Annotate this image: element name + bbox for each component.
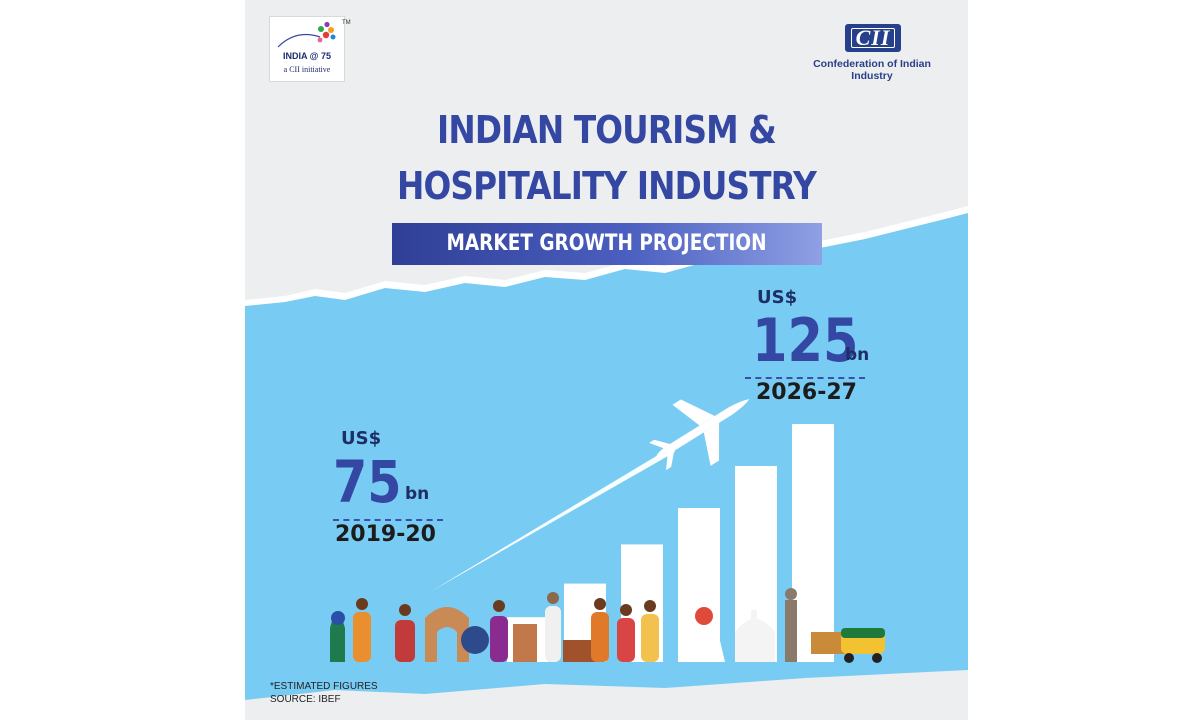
title-line-1: INDIAN TOURISM & — [437, 108, 777, 152]
stat-2019-value: 75 — [333, 448, 402, 516]
growth-bar-6 — [792, 424, 834, 662]
trademark-mark: TM — [342, 20, 351, 26]
stat-2019-currency: US$ — [341, 428, 382, 449]
stat-2026-currency: US$ — [757, 287, 798, 308]
infographic-poster: INDIA @ 75 a CII initiative TM CII Confe… — [245, 0, 968, 720]
stat-2019-year: 2019-20 — [335, 522, 436, 547]
airplane-trail — [430, 446, 675, 592]
cii-full-name: Confederation of Indian Industry — [813, 58, 931, 82]
airplane-icon — [649, 399, 750, 471]
subtitle-banner: MARKET GROWTH PROJECTION — [392, 223, 822, 265]
stat-2026-year: 2026-27 — [756, 380, 857, 405]
india-at-75-text: INDIA @ 75 — [283, 51, 331, 61]
stat-2026-unit: bn — [845, 345, 870, 365]
title-line-2: HOSPITALITY INDUSTRY — [396, 164, 817, 208]
cii-logo: CII — [845, 24, 901, 52]
estimated-figures-note: *ESTIMATED FIGURES — [270, 681, 378, 692]
footnote: *ESTIMATED FIGURES SOURCE: IBEF — [270, 680, 378, 706]
bird-icon — [742, 495, 766, 522]
cultural-figures-strip — [330, 588, 885, 663]
india-at-75-emblem-icon — [277, 21, 336, 48]
stat-2026-value: 125 — [752, 306, 859, 376]
stat-2019-unit: bn — [405, 484, 430, 504]
stat-2026-divider — [745, 377, 865, 379]
india-at-75-logo: INDIA @ 75 a CII initiative — [269, 16, 345, 82]
subtitle-text: MARKET GROWTH PROJECTION — [446, 231, 768, 256]
cii-initiative-text: a CII initiative — [283, 65, 331, 74]
growth-graphic — [330, 399, 885, 663]
stat-2019-divider — [333, 519, 443, 521]
source-note: SOURCE: IBEF — [270, 694, 341, 705]
